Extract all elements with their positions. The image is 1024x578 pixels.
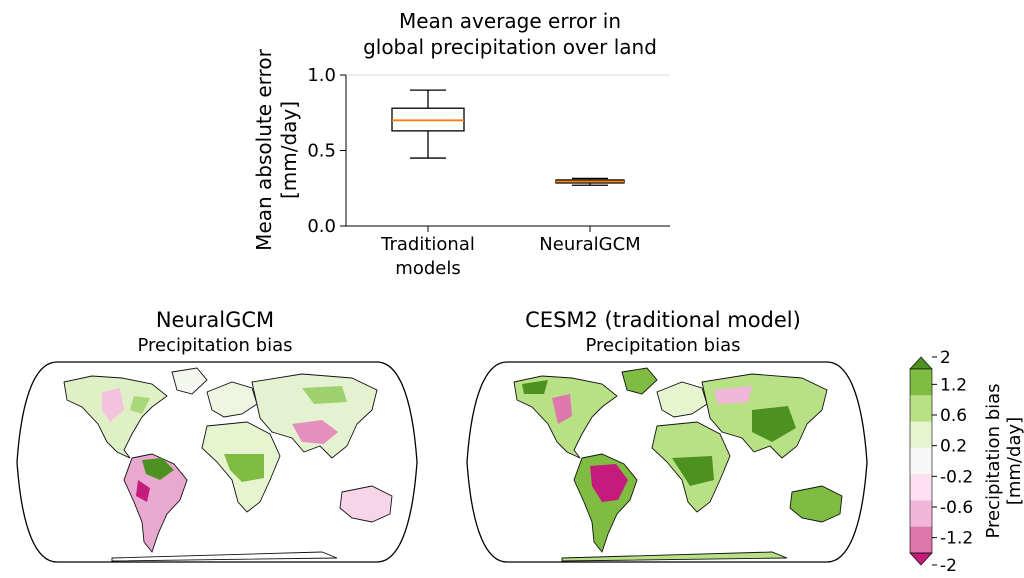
boxplot-xtick-label: Traditional	[380, 234, 475, 255]
map2-sa-pink	[590, 464, 628, 502]
boxplot-y-ticks: 0.0 0.5 1.0	[307, 65, 346, 237]
map1-globe	[16, 361, 418, 563]
colorbar-label-line-1: Precipitation bias	[983, 383, 1004, 538]
map-panel-neuralgcm: NeuralGCM Precipitation bias	[16, 308, 418, 563]
colorbar-band	[910, 474, 932, 501]
boxplot-box-1	[555, 177, 625, 186]
colorbar: -2 -1.2 -0.6 -0.2 0.2 0.6 1.2 2 Precipitation b…	[909, 348, 1024, 576]
map1-asia	[251, 373, 378, 459]
colorbar-extend-max	[909, 356, 933, 370]
colorbar-label-line-2: [mm/day]	[1004, 417, 1024, 505]
map-panel-cesm2: CESM2 (traditional model) Precipitation …	[466, 308, 868, 563]
boxplot-xtick-label: models	[395, 258, 460, 279]
boxplot-boxes	[391, 89, 625, 186]
colorbar-tick-label: 0.2	[940, 437, 967, 457]
boxplot-x-labels: Traditional models NeuralGCM	[380, 226, 641, 279]
boxplot-ylabel-line-1: Mean absolute error	[252, 48, 276, 250]
boxplot-title-line-1: Mean average error in	[399, 9, 621, 33]
map1-south-america	[123, 453, 188, 553]
map1-asia-green	[302, 386, 347, 404]
map1-sa-pink	[136, 480, 150, 502]
boxplot-ytick-label: 1.0	[307, 65, 336, 86]
colorbar-ticks: -2 -1.2 -0.6 -0.2 0.2 0.6 1.2 2	[932, 348, 973, 576]
boxplot-box-0	[391, 89, 465, 159]
map1-subtitle: Precipitation bias	[137, 335, 292, 356]
colorbar-tick-label: 1.2	[940, 375, 967, 395]
colorbar-band	[910, 500, 932, 528]
map2-australia	[789, 485, 843, 523]
colorbar-bands	[909, 356, 933, 566]
boxplot-panel: Mean average error in global precipitati…	[252, 9, 670, 279]
colorbar-tick-label: 0.6	[940, 406, 967, 426]
colorbar-extend-min	[909, 552, 933, 566]
map2-asia-green	[752, 406, 796, 442]
map1-australia	[339, 485, 393, 523]
map2-greenland	[621, 367, 658, 395]
colorbar-tick-label: 2	[940, 348, 951, 368]
map1-title: NeuralGCM	[156, 308, 274, 332]
map1-asia-pink	[292, 420, 338, 444]
map1-antarctica	[111, 551, 338, 562]
boxplot-title-line-2: global precipitation over land	[363, 35, 657, 59]
map2-title: CESM2 (traditional model)	[525, 308, 801, 332]
map2-na-pink	[552, 394, 572, 424]
colorbar-tick-label: -0.6	[940, 498, 973, 518]
boxplot-ytick-label: 0.5	[307, 141, 336, 162]
map1-sa-green	[142, 458, 174, 480]
colorbar-tick-label: -1.2	[940, 529, 973, 549]
map2-na-green	[522, 380, 548, 394]
map2-globe	[466, 361, 868, 563]
colorbar-frame	[909, 368, 933, 554]
colorbar-tick-label: -0.2	[940, 467, 973, 487]
boxplot-ytick-label: 0.0	[307, 216, 336, 237]
colorbar-tick-label: -2	[940, 556, 957, 576]
map2-subtitle: Precipitation bias	[585, 335, 740, 356]
boxplot-ylabel-line-2: [mm/day]	[277, 101, 301, 199]
map1-greenland	[171, 367, 208, 395]
map2-asia-pink	[714, 386, 752, 404]
map1-na-pink	[102, 388, 124, 422]
colorbar-band	[910, 447, 932, 475]
map1-na-green	[130, 396, 150, 414]
map2-africa-green	[672, 456, 714, 486]
boxplot-xtick-label: NeuralGCM	[539, 234, 640, 255]
map1-africa-green	[224, 454, 264, 482]
map1-europe	[206, 381, 258, 418]
colorbar-band	[910, 526, 932, 554]
colorbar-band	[910, 369, 932, 396]
map2-europe	[656, 381, 708, 418]
map2-antarctica	[561, 551, 788, 562]
colorbar-band	[910, 395, 932, 423]
colorbar-band	[910, 421, 932, 449]
